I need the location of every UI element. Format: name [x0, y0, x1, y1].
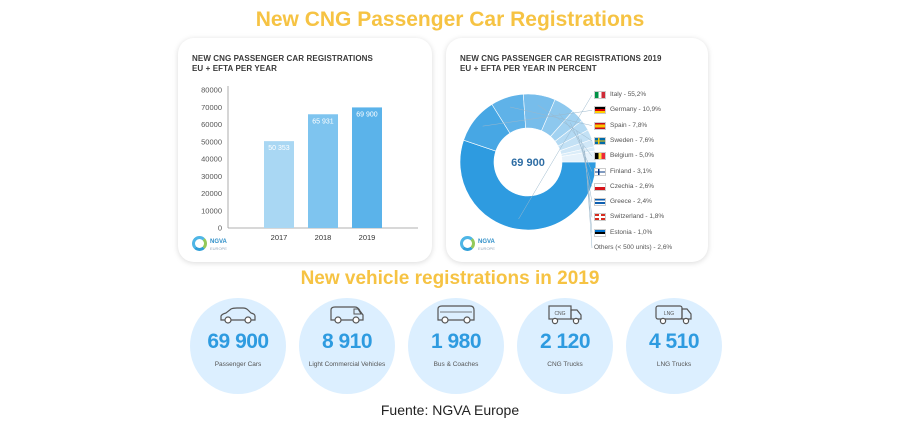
finland-flag-icon [594, 167, 606, 176]
legend-label: Czechia - 2,6% [610, 182, 655, 190]
leader-line [518, 94, 593, 220]
vehicle-circle-bus-coaches: 1 980 Bus & Coaches [408, 298, 504, 394]
ngva-logo-tagline: EUROPE [210, 246, 227, 251]
y-tick-label: 0 [218, 224, 222, 233]
y-tick-label: 50000 [201, 137, 222, 146]
bar-value-label: 69 900 [356, 111, 378, 118]
y-tick-label: 30000 [201, 172, 222, 181]
y-tick-label: 70000 [201, 103, 222, 112]
cng-truck-icon-text: CNG [554, 311, 565, 317]
legend-label: Sweden - 7,6% [610, 136, 655, 144]
legend-label: Italy - 55,2% [610, 91, 647, 98]
ngva-logo-tagline: EUROPE [478, 246, 495, 251]
y-tick-label: 80000 [201, 86, 222, 95]
y-tick-label: 60000 [201, 120, 222, 129]
x-tick-label: 2017 [271, 233, 288, 242]
vehicle-circle-light-commercial: 8 910 Light Commercial Vehicles [299, 298, 395, 394]
vehicle-circle-cng-trucks: CNG 2 120 CNG Trucks [517, 298, 613, 394]
ngva-logo-icon [460, 236, 475, 251]
donut-chart-title: NEW CNG PASSENGER CAR REGISTRATIONS 2019… [460, 54, 662, 74]
bar-chart-title-line2: EU + EFTA PER YEAR [192, 64, 278, 73]
bar-chart-title: NEW CNG PASSENGER CAR REGISTRATIONS EU +… [192, 54, 373, 74]
donut-slice-0 [459, 139, 597, 231]
donut-chart-title-line2: EU + EFTA PER YEAR IN PERCENT [460, 64, 597, 73]
donut-legend: Italy - 55,2% Germany - 10,9% Spain - 7,8%… [594, 90, 706, 260]
bar-2019 [352, 107, 382, 228]
leader-line [482, 110, 593, 127]
legend-label: Greece - 2,4% [610, 198, 652, 206]
y-tick-label: 10000 [201, 206, 222, 215]
legend-label: Spain - 7,8% [610, 121, 648, 129]
bar-chart-card: NEW CNG PASSENGER CAR REGISTRATIONS EU +… [178, 38, 432, 262]
donut-chart-title-line1: NEW CNG PASSENGER CAR REGISTRATIONS 2019 [460, 54, 662, 63]
bar-2017 [264, 141, 294, 228]
lng-trucks-label: LNG Trucks [656, 361, 692, 368]
ngva-logo-icon [192, 236, 207, 251]
donut-chart-card: NEW CNG PASSENGER CAR REGISTRATIONS 2019… [446, 38, 708, 262]
van-icon [330, 306, 364, 324]
bus-icon [437, 305, 475, 324]
cng-trucks-label: CNG Trucks [547, 361, 583, 368]
light-commercial-value: 8 910 [321, 330, 373, 353]
ngva-logo-text: NGVA [478, 239, 495, 245]
vehicle-circle-passenger-cars: 69 900 Passenger Cars [190, 298, 286, 394]
light-commercial-label: Light Commercial Vehicles [308, 361, 386, 368]
ngva-logo: NGVA EUROPE [192, 236, 232, 252]
leader-line [583, 145, 593, 218]
donut-chart: 69 900 [459, 93, 597, 249]
belgium-flag-icon [594, 152, 606, 161]
x-tick-label: 2019 [359, 233, 376, 242]
car-icon [220, 307, 256, 324]
cng-trucks-value: 2 120 [539, 330, 591, 353]
legend-label: Belgium - 5,0% [610, 152, 655, 160]
lng-truck-icon-text: LNG [664, 311, 674, 317]
legend-label: Finland - 3,1% [610, 167, 652, 175]
lng-trucks-value: 4 510 [648, 330, 700, 353]
czechia-flag-icon [594, 182, 606, 191]
bar-value-label: 50 353 [268, 145, 290, 152]
leader-line [537, 104, 593, 142]
bar-chart: 0 10000 20000 30000 40000 50000 60000 70000 8000… [201, 86, 418, 242]
vehicle-circle-lng-trucks: LNG 4 510 LNG Trucks [626, 298, 722, 394]
switzerland-flag-icon [594, 213, 606, 222]
estonia-flag-icon [594, 228, 606, 237]
greece-flag-icon [594, 198, 606, 207]
sweden-flag-icon [594, 136, 606, 145]
page-title: New CNG Passenger Car Registrations [255, 8, 645, 31]
italy-flag-icon [594, 91, 606, 99]
germany-flag-icon [594, 106, 606, 115]
ngva-logo: NGVA EUROPE [460, 236, 500, 252]
passenger-cars-label: Passenger Cars [214, 361, 262, 368]
source-note: Fuente: NGVA Europe [380, 402, 520, 418]
passenger-cars-value: 69 900 [207, 330, 269, 353]
lng-truck-icon: LNG [655, 305, 692, 325]
legend-label: Estonia - 1,0% [610, 228, 653, 236]
leader-line [510, 106, 593, 126]
bar-value-label: 65 931 [312, 118, 334, 125]
y-tick-label: 20000 [201, 189, 222, 198]
bus-coaches-value: 1 980 [430, 330, 482, 353]
legend-label: Others (< 500 units) - 2,6% [594, 244, 673, 251]
y-tick-label: 40000 [201, 155, 222, 164]
spain-flag-icon [594, 121, 606, 130]
x-tick-label: 2018 [315, 233, 332, 242]
cng-truck-icon: CNG [548, 305, 582, 325]
bus-coaches-label: Bus & Coaches [433, 361, 479, 368]
leader-line [585, 157, 593, 249]
section-title: New vehicle registrations in 2019 [300, 268, 600, 289]
donut-center-label: 69 900 [511, 157, 545, 169]
legend-label: Switzerland - 1,8% [610, 213, 665, 221]
bar-chart-title-line1: NEW CNG PASSENGER CAR REGISTRATIONS [192, 54, 373, 63]
legend-label: Germany - 10,9% [610, 106, 661, 114]
ngva-logo-text: NGVA [210, 239, 227, 245]
bar-2018 [308, 114, 338, 228]
